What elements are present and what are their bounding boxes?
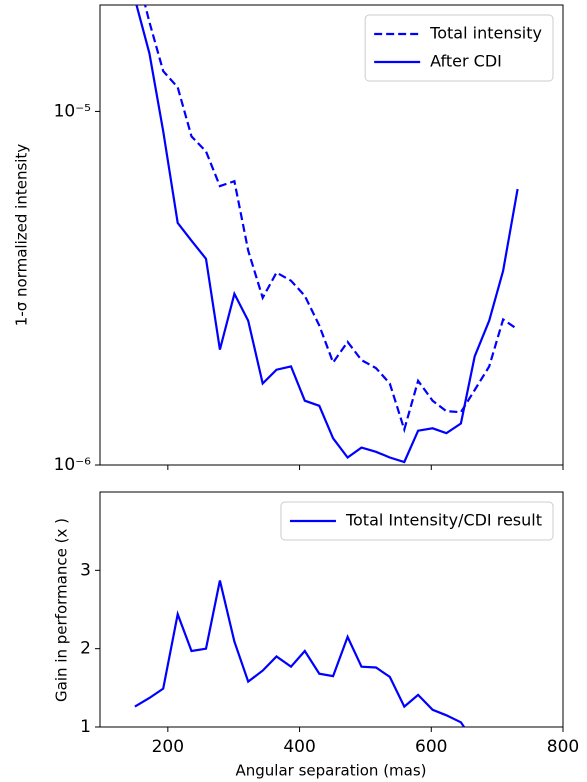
legend: Total Intensity/CDI result bbox=[280, 501, 554, 541]
y-tick-label: 3 bbox=[80, 560, 91, 580]
y-axis-label: Gain in performance (x ) bbox=[53, 518, 71, 702]
plot-area bbox=[134, 580, 466, 727]
x-tick-label: 200 bbox=[152, 737, 184, 757]
legend-box bbox=[280, 501, 554, 541]
data-line bbox=[143, 5, 519, 434]
x-tick-label: 800 bbox=[547, 737, 579, 757]
x-axis-label: Angular separation (mas) bbox=[235, 762, 426, 780]
x-tick-label: 600 bbox=[415, 737, 447, 757]
plot-area bbox=[135, 5, 519, 464]
legend-label: Total Intensity/CDI result bbox=[345, 511, 542, 530]
legend-label: After CDI bbox=[430, 52, 502, 71]
axes-frame bbox=[99, 4, 564, 466]
y-tick-label: 1 bbox=[80, 717, 91, 737]
legend-box bbox=[364, 14, 554, 82]
y-tick-label: 2 bbox=[80, 639, 91, 659]
x-tick-label: 400 bbox=[283, 737, 315, 757]
y-tick-label: 10⁻⁶ bbox=[54, 455, 92, 475]
data-line bbox=[135, 5, 519, 464]
data-line bbox=[134, 580, 466, 727]
y-axis-label: 1-σ normalized intensity bbox=[13, 144, 31, 327]
legend-label: Total intensity bbox=[429, 24, 542, 43]
legend: Total intensity After CDI bbox=[364, 14, 554, 82]
y-tick-label: 10⁻⁵ bbox=[54, 101, 91, 121]
axes-frame bbox=[99, 491, 564, 728]
